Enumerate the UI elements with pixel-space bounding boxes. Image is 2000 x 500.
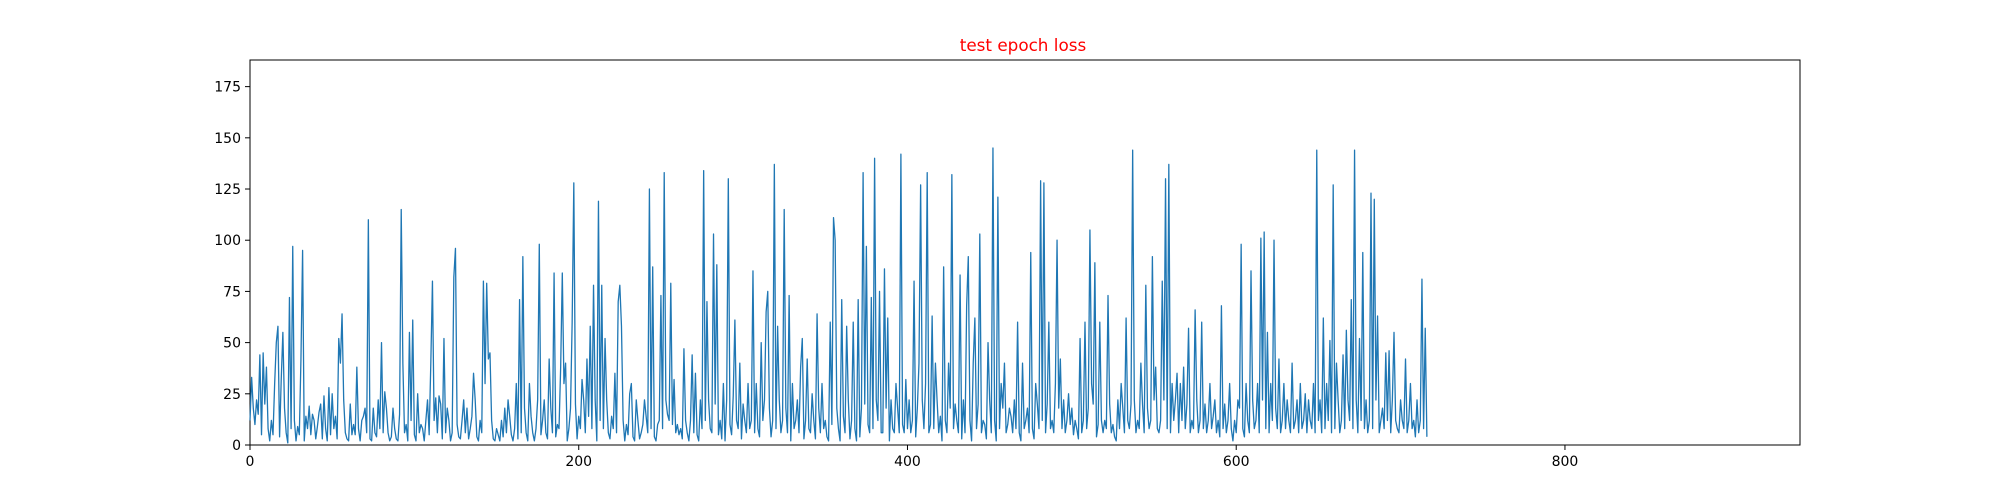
y-tick-label: 75: [223, 284, 241, 300]
y-tick-label: 150: [214, 131, 241, 147]
y-axis: 0 25 50 75 100 125 150 175: [214, 80, 250, 454]
x-tick-label: 800: [1552, 454, 1579, 470]
y-tick-label: 175: [214, 80, 241, 96]
y-tick-label: 25: [223, 387, 241, 403]
x-tick-label: 600: [1223, 454, 1250, 470]
y-tick-label: 125: [214, 182, 241, 198]
x-tick-label: 200: [565, 454, 592, 470]
y-tick-label: 0: [232, 438, 241, 454]
x-tick-label: 400: [894, 454, 921, 470]
y-tick-label: 50: [223, 336, 241, 352]
plot-area: [249, 147, 1428, 444]
plot-frame: [249, 59, 1801, 446]
x-tick-label: 0: [246, 454, 255, 470]
y-tick-label: 100: [214, 233, 241, 249]
series-line-0: [249, 147, 1428, 444]
x-axis: 0 200 400 600 800: [246, 445, 1579, 470]
chart-title: test epoch loss: [960, 35, 1086, 55]
